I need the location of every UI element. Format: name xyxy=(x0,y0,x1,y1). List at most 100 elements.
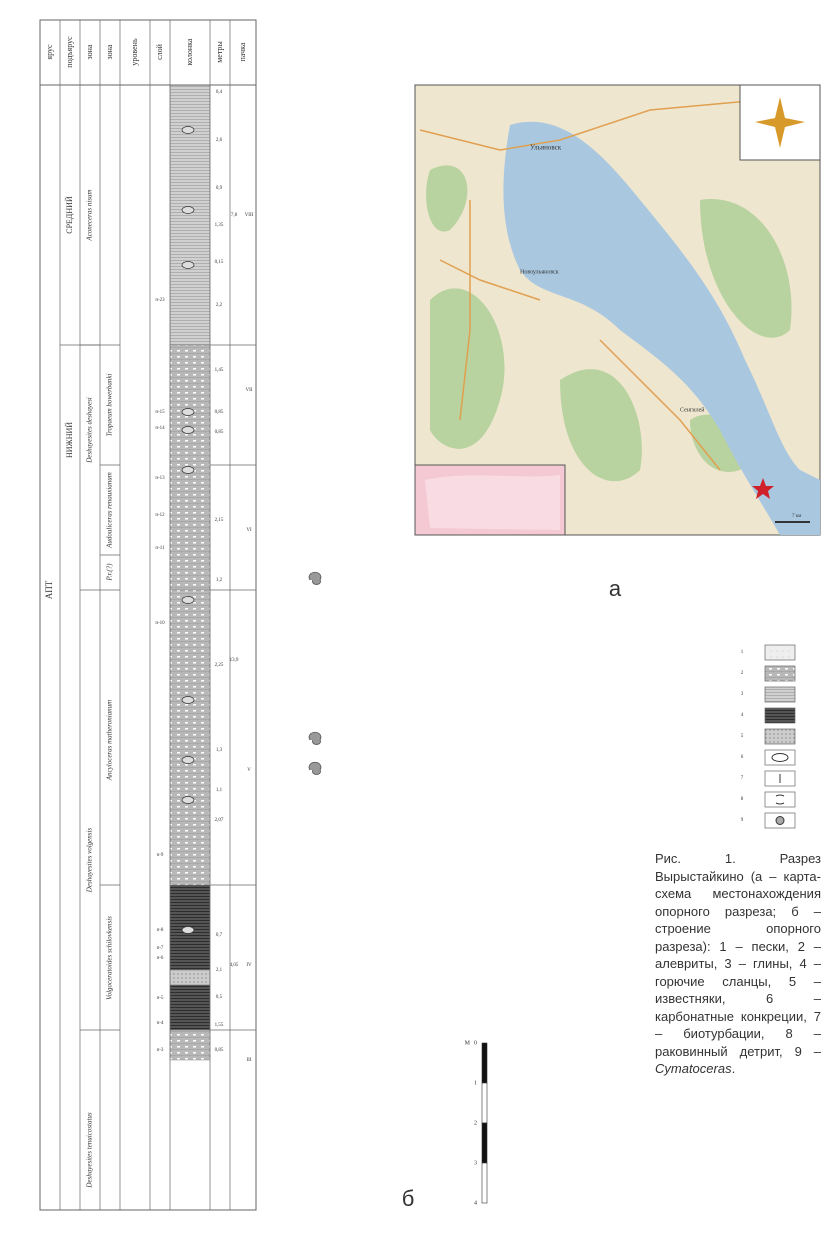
legend-number: 3 xyxy=(741,692,744,697)
map xyxy=(415,85,820,535)
member-label: V xyxy=(247,768,251,773)
zone: Aconeceras nisum xyxy=(86,189,94,241)
thickness-label: 0,7 xyxy=(216,933,223,938)
zone: Deshayesites deshayesi xyxy=(86,397,94,464)
thickness-label: 1,55 xyxy=(215,1023,224,1028)
lithology-layer xyxy=(170,985,210,1030)
map-place: Ульяновск xyxy=(530,144,562,152)
thickness-label: 0,9 xyxy=(216,186,223,191)
stage: АПТ xyxy=(44,580,54,599)
zone: Deshayesites tenuicostatus xyxy=(86,1112,94,1189)
section-label: б xyxy=(402,1186,415,1211)
thickness-label: 0,5 xyxy=(216,995,223,1000)
concretion xyxy=(182,262,194,269)
scale-tick: 3 xyxy=(474,1160,477,1166)
scale-tick: 4 xyxy=(474,1200,477,1206)
layer-label: п-14 xyxy=(155,426,165,431)
subzone: Volgoceratoides schilovkensis xyxy=(106,916,114,1000)
legend-swatch xyxy=(765,708,795,723)
subzone: Ancyloceras matheronianum xyxy=(106,700,114,781)
legend-number: 8 xyxy=(741,797,744,802)
legend-number: 5 xyxy=(741,734,744,739)
layer-label: п-6 xyxy=(157,956,164,961)
legend-number: 7 xyxy=(741,776,744,781)
layer-label: п-12 xyxy=(155,513,165,518)
member-label: IV xyxy=(246,963,252,968)
ammonite-icon xyxy=(309,762,321,774)
concretion xyxy=(182,427,194,434)
legend-swatch xyxy=(765,792,795,807)
thickness-label: 0,85 xyxy=(215,430,224,435)
column-header: ярус xyxy=(45,44,54,60)
legend-number: 9 xyxy=(741,818,744,823)
layer-label: п-7 xyxy=(157,946,164,951)
legend-number: 2 xyxy=(741,671,744,676)
map-label: а xyxy=(609,576,622,601)
lithology-layer xyxy=(170,1030,210,1060)
column-header: зона xyxy=(105,44,114,59)
legend-swatch xyxy=(765,750,795,765)
caption-italic: Cymatoceras xyxy=(655,1061,732,1076)
thickness-label: 2,6 xyxy=(216,138,223,143)
map-place: Новоульяновск xyxy=(520,269,559,275)
concretion xyxy=(182,207,194,214)
lithology-layer xyxy=(170,590,210,885)
thickness-label: 1,1 xyxy=(216,788,223,793)
scale-segment xyxy=(482,1123,487,1163)
legend-swatch xyxy=(765,687,795,702)
lithology-layer xyxy=(170,970,210,985)
scale-segment xyxy=(482,1163,487,1203)
thickness-label: 0,4 xyxy=(216,90,223,95)
scale-segment xyxy=(482,1083,487,1123)
thickness-label: 1,2 xyxy=(216,578,223,583)
scale-tick: 1 xyxy=(474,1080,477,1086)
thickness-label: 2,1 xyxy=(216,968,223,973)
thickness-label: 2,2 xyxy=(216,303,223,308)
column-header: слой xyxy=(155,43,164,60)
caption: Рис. 1. Разрез Вырыстайкино (а – карта-с… xyxy=(655,850,821,1078)
substage: НИЖНИЙ xyxy=(65,422,74,458)
member-label: VI xyxy=(246,528,252,533)
legend-number: 4 xyxy=(741,713,744,718)
member-label: III xyxy=(247,1058,252,1063)
ammonite-icon xyxy=(309,732,321,744)
column-header: пачка xyxy=(238,42,247,61)
thickness-label: 0,85 xyxy=(215,1048,224,1053)
thickness-label: 2,15 xyxy=(215,518,224,523)
caption-text: Рис. 1. Разрез Вырыстайкино (а – карта-с… xyxy=(655,851,821,1059)
layer-label: п-8 xyxy=(157,928,164,933)
layer-label: п-3 xyxy=(157,1048,164,1053)
layer-label: п-23 xyxy=(155,298,165,303)
column-header: колонка xyxy=(185,38,194,65)
thickness-label: 1,35 xyxy=(215,223,224,228)
caption-end: . xyxy=(732,1061,736,1076)
map-place: Сенгилей xyxy=(680,406,705,413)
concretion xyxy=(182,409,194,416)
scale-unit: М xyxy=(465,1040,471,1046)
concretion xyxy=(182,927,194,934)
column-header: подъярус xyxy=(65,36,74,68)
concretion xyxy=(182,127,194,134)
thickness-label: 1,3 xyxy=(216,748,223,753)
column-header: уровень xyxy=(130,38,139,66)
layer-label: п-15 xyxy=(155,410,165,415)
page: {"column": { "headers": ["ярус", "подъяр… xyxy=(0,0,827,1235)
subzone: P.r.(?) xyxy=(106,563,114,582)
thickness-label: 2,25 xyxy=(215,663,224,668)
scale-tick: 0 xyxy=(474,1040,477,1046)
total-label: 7,8 xyxy=(231,213,238,218)
scale-segment xyxy=(482,1043,487,1083)
column-header: метры xyxy=(215,41,224,63)
concretion xyxy=(182,757,194,764)
subzone: Tropaeum bowerbanki xyxy=(106,373,114,436)
map-scale: 7 км xyxy=(792,514,802,519)
legend-swatch xyxy=(765,729,795,744)
zone: Deshayesites volgensis xyxy=(86,828,94,894)
thickness-label: 0,85 xyxy=(215,410,224,415)
thickness-label: 2,07 xyxy=(215,818,224,823)
member-label: VII xyxy=(246,388,253,393)
legend-swatch xyxy=(765,666,795,681)
substage: СРЕДНИЙ xyxy=(65,196,74,234)
concretion xyxy=(182,467,194,474)
layer-label: п-4 xyxy=(157,1021,164,1026)
